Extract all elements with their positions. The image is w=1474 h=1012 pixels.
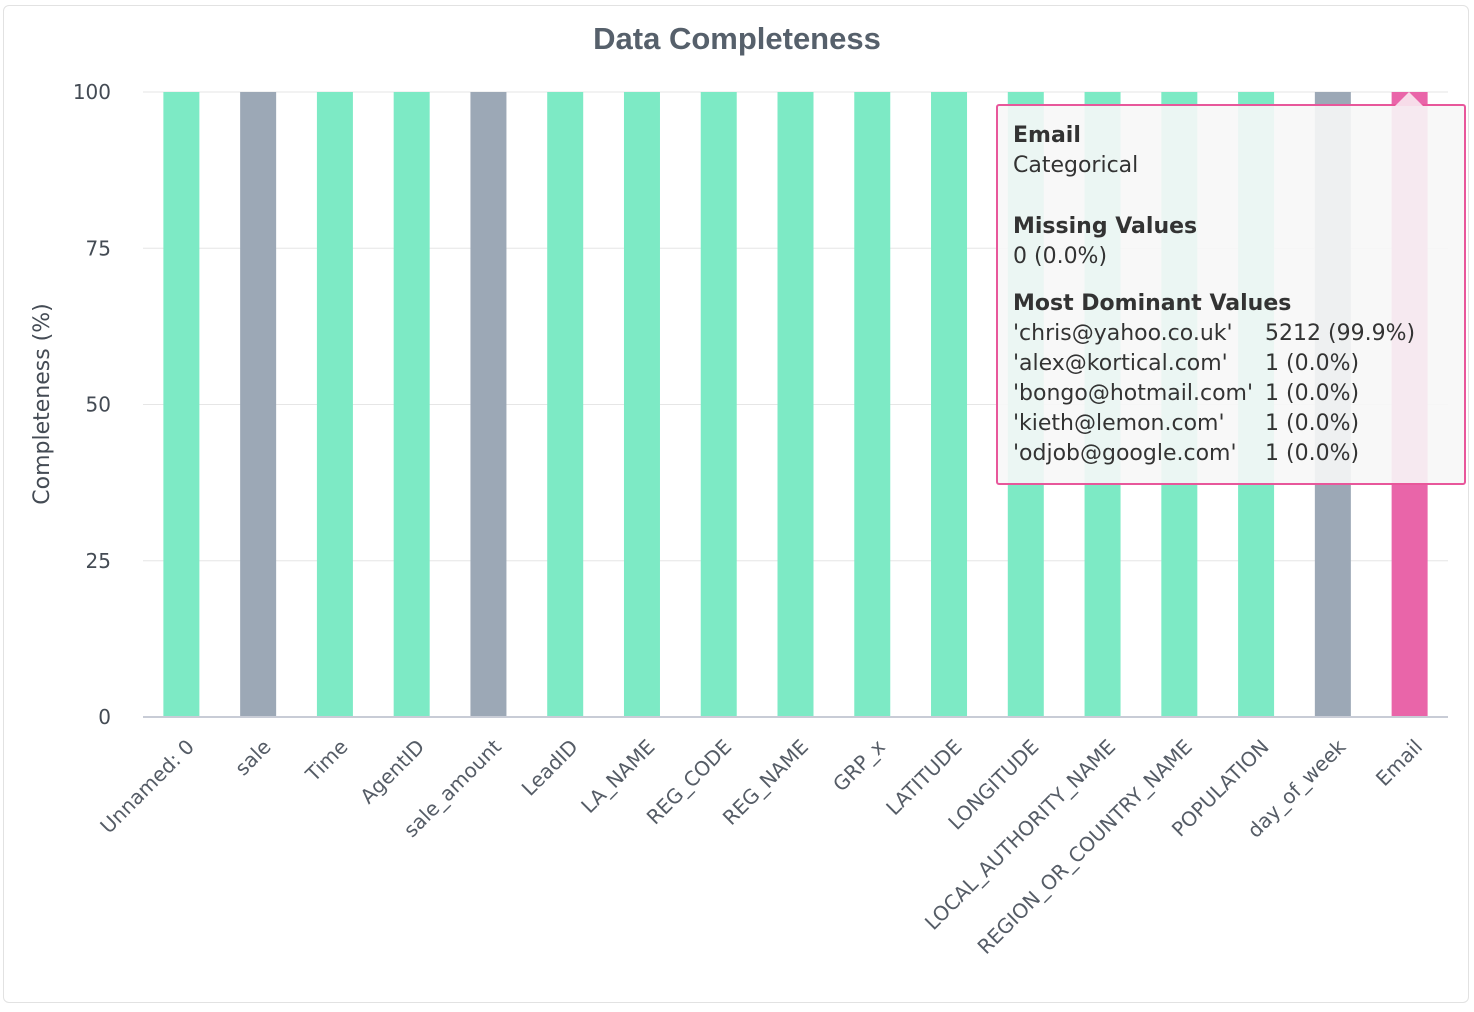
dominant-count: 1 (0.0%) [1265, 381, 1360, 406]
dominant-value-row: 'alex@kortical.com' 1 (0.0%) [1013, 349, 1415, 379]
tooltip-dominant-heading: Most Dominant Values [1013, 291, 1292, 316]
bar-sale[interactable] [240, 92, 277, 717]
bar-unnamed-0[interactable] [163, 92, 200, 717]
chart-title: Data Completeness [593, 21, 881, 56]
y-tick-label: 100 [73, 80, 111, 104]
dominant-value: 'bongo@hotmail.com' [1013, 381, 1254, 406]
y-tick-label: 0 [98, 705, 111, 729]
dominant-value-row: 'chris@yahoo.co.uk' 5212 (99.9%) [1013, 319, 1415, 349]
bar-la-name[interactable] [623, 92, 660, 717]
tooltip-dominant-table: 'chris@yahoo.co.uk' 5212 (99.9%) 'alex@kor… [1013, 319, 1415, 469]
dominant-value: 'odjob@google.com' [1013, 441, 1237, 466]
tooltip-column-name: Email [1013, 123, 1081, 148]
x-tick-label: LeadID [517, 735, 583, 801]
dominant-value: 'chris@yahoo.co.uk' [1013, 321, 1233, 346]
dominant-count: 1 (0.0%) [1265, 441, 1360, 466]
x-tick-label: sale [230, 735, 276, 781]
bar-sale-amount[interactable] [470, 92, 507, 717]
tooltip-missing-value: 0 (0.0%) [1013, 244, 1108, 269]
x-tick-label: Time [300, 735, 352, 787]
x-tick-label: LA_NAME [576, 735, 659, 818]
y-tick-label: 25 [86, 549, 111, 573]
bar-leadid[interactable] [547, 92, 584, 717]
y-axis-ticks: 0 25 50 75 100 [73, 80, 111, 729]
dominant-value-row: 'odjob@google.com' 1 (0.0%) [1013, 439, 1415, 469]
x-tick-label: Unnamed: 0 [95, 735, 199, 839]
dominant-count: 1 (0.0%) [1265, 411, 1360, 436]
bar-time[interactable] [316, 92, 353, 717]
y-axis-label: Completeness (%) [30, 303, 55, 505]
bar-agentid[interactable] [393, 92, 430, 717]
x-tick-label: GRP_x [828, 734, 890, 796]
bar-latitude[interactable] [931, 92, 968, 717]
dominant-value-row: 'kieth@lemon.com' 1 (0.0%) [1013, 409, 1415, 439]
x-tick-label: Email [1371, 735, 1427, 791]
tooltip: Email Categorical Missing Values 0 (0.0%… [996, 92, 1466, 485]
dominant-value-row: 'bongo@hotmail.com' 1 (0.0%) [1013, 379, 1415, 409]
dominant-count: 5212 (99.9%) [1265, 321, 1416, 346]
bar-grp-x[interactable] [854, 92, 891, 717]
tooltip-missing-heading: Missing Values [1013, 214, 1198, 239]
tooltip-caret [1395, 92, 1423, 106]
dominant-value: 'kieth@lemon.com' [1013, 411, 1225, 436]
bar-reg-code[interactable] [700, 92, 737, 717]
y-tick-label: 75 [86, 236, 111, 260]
dominant-count: 1 (0.0%) [1265, 351, 1360, 376]
tooltip-column-type: Categorical [1013, 153, 1139, 178]
x-tick-label: AgentID [355, 735, 429, 809]
dominant-value: 'alex@kortical.com' [1013, 351, 1228, 376]
bar-reg-name[interactable] [777, 92, 814, 717]
y-tick-label: 50 [86, 393, 111, 417]
